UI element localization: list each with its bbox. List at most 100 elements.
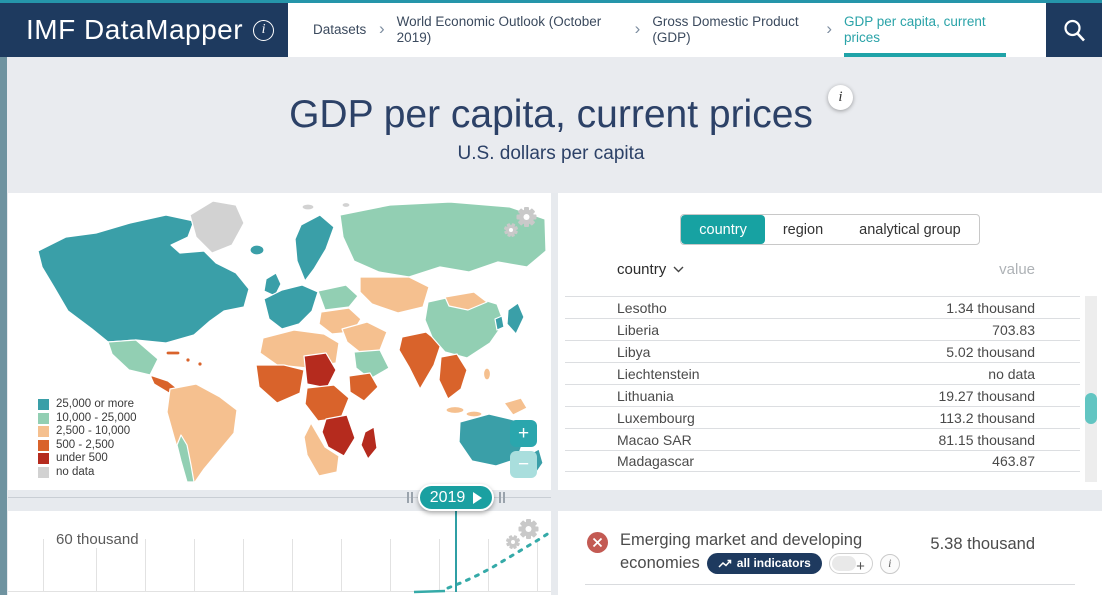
play-icon: [473, 491, 483, 504]
map-region-korea[interactable]: [494, 315, 505, 331]
map-zoom-out-button[interactable]: −: [510, 451, 537, 478]
legend-item: 500 - 2,500: [38, 438, 137, 452]
map-region-scandinavia[interactable]: [294, 214, 335, 282]
country-cell: Liberia: [617, 321, 660, 338]
legend-item: 2,500 - 10,000: [38, 425, 137, 438]
map-region-western-europe[interactable]: [263, 284, 319, 330]
series-name-text: Emerging market and developing economies: [620, 531, 863, 572]
country-list-panel: country region analytical group country …: [558, 193, 1102, 490]
map-region-chile[interactable]: [176, 434, 195, 483]
table-row[interactable]: Macao SAR 81.15 thousand: [565, 428, 1080, 450]
map-region-greenland[interactable]: [189, 200, 245, 254]
tab-analytical-group[interactable]: analytical group: [859, 221, 961, 238]
search-icon: [1063, 19, 1085, 41]
table-row[interactable]: Lithuania 19.27 thousand: [565, 384, 1080, 406]
breadcrumb-gdp[interactable]: Gross Domestic Product (GDP): [652, 14, 799, 45]
map-settings-gear-icon[interactable]: [501, 205, 541, 241]
title-info-icon[interactable]: i: [827, 85, 853, 110]
country-table: Lesotho 1.34 thousand Liberia 703.83 Libya…: [565, 296, 1080, 472]
series-info-icon[interactable]: i: [879, 553, 900, 574]
legend-label: 2,500 - 10,000: [56, 425, 131, 437]
map-region-middle-east[interactable]: [341, 321, 388, 355]
left-edge-strip: [0, 57, 7, 595]
all-indicators-button[interactable]: all indicators: [706, 553, 822, 575]
legend-label: under 500: [56, 452, 108, 464]
table-scrollbar-thumb[interactable]: [1085, 393, 1097, 424]
plus-icon: +: [856, 558, 865, 576]
chevron-down-icon: [673, 266, 684, 273]
map-region-uk[interactable]: [263, 272, 282, 297]
map-region-mozambique[interactable]: [321, 414, 356, 457]
map-region-islands[interactable]: [341, 201, 351, 209]
map-region-south-america[interactable]: [166, 383, 238, 483]
legend-swatch: [38, 399, 49, 411]
table-scrollbar-track[interactable]: [1085, 296, 1097, 482]
breadcrumb-gdp-per-capita-active[interactable]: GDP per capita, current prices: [844, 3, 1007, 57]
legend-swatch: [38, 466, 49, 478]
table-row[interactable]: Madagascar 463.87: [565, 450, 1080, 472]
map-region-iceland[interactable]: [249, 244, 265, 256]
year-play-button[interactable]: 2019: [418, 484, 494, 511]
remove-series-button[interactable]: [587, 532, 608, 553]
map-region-papua-new-guinea[interactable]: [503, 397, 528, 416]
map-zoom-in-button[interactable]: +: [510, 420, 537, 447]
map-region-west-africa[interactable]: [255, 364, 305, 404]
world-map-panel: 25,000 or more 10,000 - 25,000 2,500 - 1…: [8, 193, 551, 490]
table-row[interactable]: Liberia 703.83: [565, 318, 1080, 340]
timeline-handle-left[interactable]: [411, 492, 413, 503]
legend-item: no data: [38, 466, 137, 479]
breadcrumb-datasets[interactable]: Datasets: [313, 22, 367, 37]
imf-datamapper-logo[interactable]: IMF DataMapper i: [0, 3, 288, 57]
map-region-mexico[interactable]: [107, 339, 159, 376]
map-region-madagascar[interactable]: [360, 426, 378, 460]
page-title-text: GDP per capita, current prices: [289, 93, 813, 136]
chart-y-axis-label: 60 thousand: [56, 531, 145, 548]
map-region-central-asia[interactable]: [359, 276, 430, 314]
map-region-saudi-arabia[interactable]: [353, 349, 390, 380]
tab-region[interactable]: region: [782, 221, 824, 238]
chevron-right-icon: ›: [634, 19, 641, 38]
timeline-track[interactable]: [8, 497, 551, 498]
map-region-russia[interactable]: [339, 201, 547, 278]
chart-series: [413, 531, 551, 594]
map-region-eastern-europe[interactable]: [317, 284, 359, 311]
logo-info-icon[interactable]: i: [253, 19, 275, 41]
value-cell: 1.34 thousand: [946, 299, 1035, 316]
timeline-handle-right[interactable]: [503, 492, 505, 503]
chart-settings-gear-icon[interactable]: [503, 517, 543, 553]
legend-swatch: [38, 439, 49, 451]
table-header: country value: [565, 261, 1080, 287]
map-region-japan[interactable]: [506, 302, 525, 335]
map-region-india[interactable]: [398, 331, 442, 390]
legend-label: 500 - 2,500: [56, 438, 115, 451]
table-row[interactable]: Luxembourg 113.2 thousand: [565, 406, 1080, 428]
map-region-southeast-asia[interactable]: [438, 353, 468, 400]
map-region-southern-africa[interactable]: [303, 422, 340, 477]
value-cell: 113.2 thousand: [939, 409, 1036, 426]
map-legend: 25,000 or more 10,000 - 25,000 2,500 - 1…: [38, 398, 137, 480]
timeline-handle-right[interactable]: [499, 492, 501, 503]
value-header-label: value: [999, 261, 1035, 278]
map-region-north-america[interactable]: [37, 214, 250, 344]
map-region-caribbean[interactable]: [165, 350, 203, 367]
legend-swatch: [38, 412, 49, 424]
table-row[interactable]: Liechtenstein no data: [565, 362, 1080, 384]
country-sort-header[interactable]: country: [617, 261, 684, 278]
tab-country[interactable]: country: [681, 215, 765, 244]
map-region-svalbard[interactable]: [301, 203, 315, 211]
map-region-east-africa[interactable]: [348, 372, 379, 402]
add-series-toggle[interactable]: +: [828, 553, 873, 575]
table-row[interactable]: Lesotho 1.34 thousand: [565, 296, 1080, 318]
map-region-mongolia[interactable]: [444, 291, 488, 311]
table-row[interactable]: Libya 5.02 thousand: [565, 340, 1080, 362]
country-cell: Lithuania: [617, 387, 674, 404]
chevron-right-icon: ›: [379, 19, 385, 38]
search-button[interactable]: [1046, 3, 1102, 57]
timeline-handle-left[interactable]: [407, 492, 409, 503]
breadcrumb-weo[interactable]: World Economic Outlook (October 2019): [396, 14, 602, 45]
map-region-philippines[interactable]: [482, 367, 492, 381]
header: IMF DataMapper i Datasets › World Econom…: [0, 3, 1102, 57]
country-cell: Macao SAR: [617, 431, 692, 448]
all-indicators-label: all indicators: [736, 556, 811, 571]
map-region-sahel[interactable]: [303, 352, 337, 389]
